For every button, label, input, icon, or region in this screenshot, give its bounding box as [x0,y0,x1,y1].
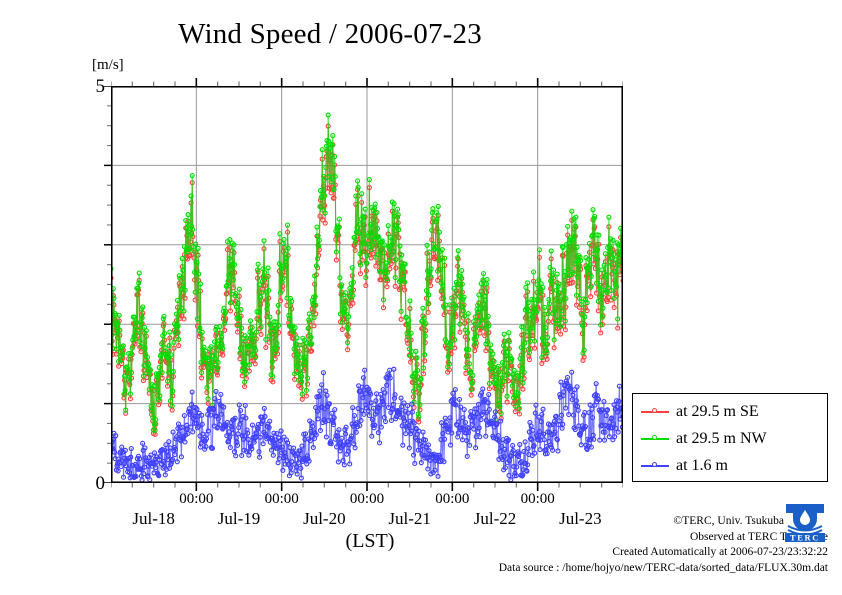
legend-marker-icon-se [641,405,669,419]
legend-circle-se [652,407,657,413]
legend-item-at-29-5-m-se[interactable]: at 29.5 m SE [633,399,829,425]
x-day-label-jul-20: Jul-20 [303,509,346,528]
plot-area [104,78,623,491]
series-low [111,366,623,483]
chart-legend: at 29.5 m SE at 29.5 m NW at 1.6 m [632,393,828,482]
x-time-label-4: 00:00 [520,491,555,507]
terc-logo-droplet [800,510,810,525]
y-axis-ticks [104,86,111,483]
terc-logo-bar [785,533,825,542]
x-axis-title: (LST) [345,530,395,552]
legend-marker-icon-nw [641,432,669,446]
series-nw [111,112,623,433]
y-tick-label-0: 0 [95,473,106,494]
x-day-label-jul-19: Jul-19 [217,509,261,528]
legend-label-low: at 1.6 m [676,457,728,474]
series-layer [111,112,623,483]
y-tick-label-5: 5 [95,76,106,97]
credit-data-source: Data source : /home/hojyo/new/TERC-data/… [498,561,828,574]
legend-circle-low [652,461,657,467]
terc-logo-wordmark: TERC [790,532,820,542]
legend-marker-icon-low [641,459,669,473]
chart-title: Wind Speed / 2006-07-23 [178,18,482,50]
legend-label-nw: at 29.5 m NW [676,430,767,447]
x-time-label-3: 00:00 [435,491,470,507]
legend-item-at-29-5-m-nw[interactable]: at 29.5 m NW [633,426,829,452]
legend-label-se: at 29.5 m SE [676,403,759,420]
terc-logo-icon: TERC [785,504,825,542]
x-axis-ticks [111,483,623,491]
x-axis-ticks-top [111,78,623,86]
y-axis-unit-label: [m/s] [92,57,124,73]
credits-block: ©TERC, Univ. Tsukuba Observed at TERC To… [400,514,828,576]
x-time-label-1: 00:00 [264,491,299,507]
x-day-label-jul-21: Jul-21 [388,509,431,528]
legend-circle-nw [652,434,657,440]
x-day-label-jul-22: Jul-22 [473,509,517,528]
x-day-label-jul-18: Jul-18 [132,509,175,528]
credit-copyright: ©TERC, Univ. Tsukuba [673,515,784,527]
credit-created-at: Created Automatically at 2006-07-23/23:3… [612,546,828,559]
x-time-label-2: 00:00 [349,491,385,507]
plot-border [111,86,623,483]
legend-item-at-1-6-m[interactable]: at 1.6 m [633,453,829,479]
x-time-label-0: 00:00 [179,491,214,507]
terc-logo-wave1 [787,525,823,532]
x-day-label-jul-23: Jul-23 [559,509,602,528]
chart-canvas [111,86,623,483]
credit-observed-at: Observed at TERC Tower site [689,530,828,543]
